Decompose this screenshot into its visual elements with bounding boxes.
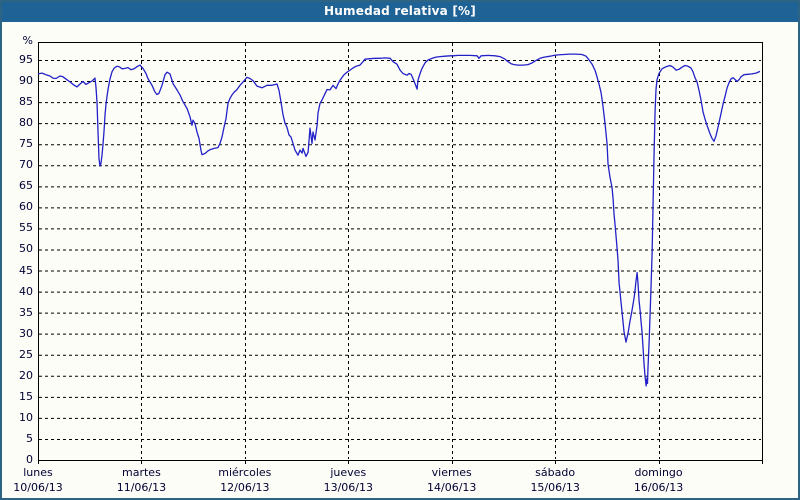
chart-title: Humedad relativa [%]: [324, 4, 476, 18]
plot-border: [38, 42, 763, 461]
humidity-line: [37, 53, 761, 387]
title-bar: Humedad relativa [%]: [0, 0, 800, 22]
